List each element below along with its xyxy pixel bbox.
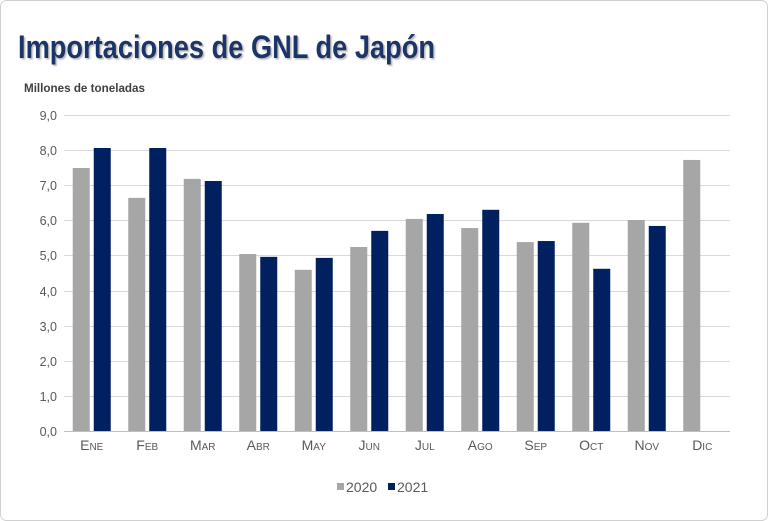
bar-2021-ene [93,148,111,431]
y-tick-label: 1,0 [40,390,57,404]
legend-swatch [337,483,344,490]
x-tick-label: Mar [190,437,216,453]
y-tick-label: 6,0 [40,214,57,228]
x-tick-label: Oct [579,437,603,453]
bar-2020-ago [461,228,479,431]
bar-2020-mar [183,178,201,431]
bar-2020-sep [516,242,534,431]
x-tick-label: Sep [524,437,547,453]
bar-2020-abr [239,254,257,431]
y-tick-label: 9,0 [40,109,57,123]
x-axis-labels: Ene Feb Mar Abr May Jun Jul Ago Sep Oct Nov Dic [80,437,712,453]
bar-2020-oct [572,222,590,431]
x-tick-label: Ago [468,437,493,453]
y-tick-label: 8,0 [40,144,57,158]
legend: 2020 2021 [337,479,428,495]
bar-2020-jul [405,218,423,431]
x-tick-label: Jun [359,437,380,453]
y-tick-label: 7,0 [40,179,57,193]
bar-2021-nov [648,225,666,431]
y-tick-label: 5,0 [40,249,57,263]
x-tick-label: Abr [247,437,270,453]
legend-label: 2021 [397,479,428,495]
bars [72,148,701,431]
legend-swatch [388,483,395,490]
bar-2021-ago [482,209,500,431]
x-tick-label: Feb [136,437,158,453]
x-tick-label: Ene [80,437,104,453]
x-tick-label: Nov [634,437,659,453]
bar-2021-may [315,257,333,431]
bar-2021-oct [593,268,611,431]
bar-2021-sep [537,241,555,431]
y-tick-label: 3,0 [40,320,57,334]
legend-item-2020: 2020 [337,479,377,495]
y-tick-label: 0,0 [40,425,57,439]
legend-item-2021: 2021 [388,479,428,495]
bar-2021-mar [204,181,222,431]
bar-2020-may [294,269,312,431]
gridlines [64,115,730,397]
y-axis-labels: 0,0 1,0 2,0 3,0 4,0 5,0 6,0 7,0 8,0 9,0 [40,109,57,439]
bar-2020-ene [72,168,90,431]
bar-2021-jun [371,230,389,431]
bar-2020-jun [350,247,368,431]
bar-2020-feb [128,197,146,431]
x-tick-label: May [302,437,327,453]
legend-label: 2020 [346,479,377,495]
chart-title: Importaciones de GNL de Japón [18,29,435,65]
bar-2020-dic [683,159,701,431]
y-axis-title: Millones de toneladas [24,81,145,95]
bar-2020-nov [627,219,645,431]
bar-2021-feb [149,148,167,431]
x-tick-label: Dic [692,437,712,453]
x-tick-label: Jul [415,437,435,453]
bar-2021-abr [260,256,278,431]
y-tick-label: 4,0 [40,285,57,299]
bar-2021-jul [426,214,444,431]
y-tick-label: 2,0 [40,355,57,369]
